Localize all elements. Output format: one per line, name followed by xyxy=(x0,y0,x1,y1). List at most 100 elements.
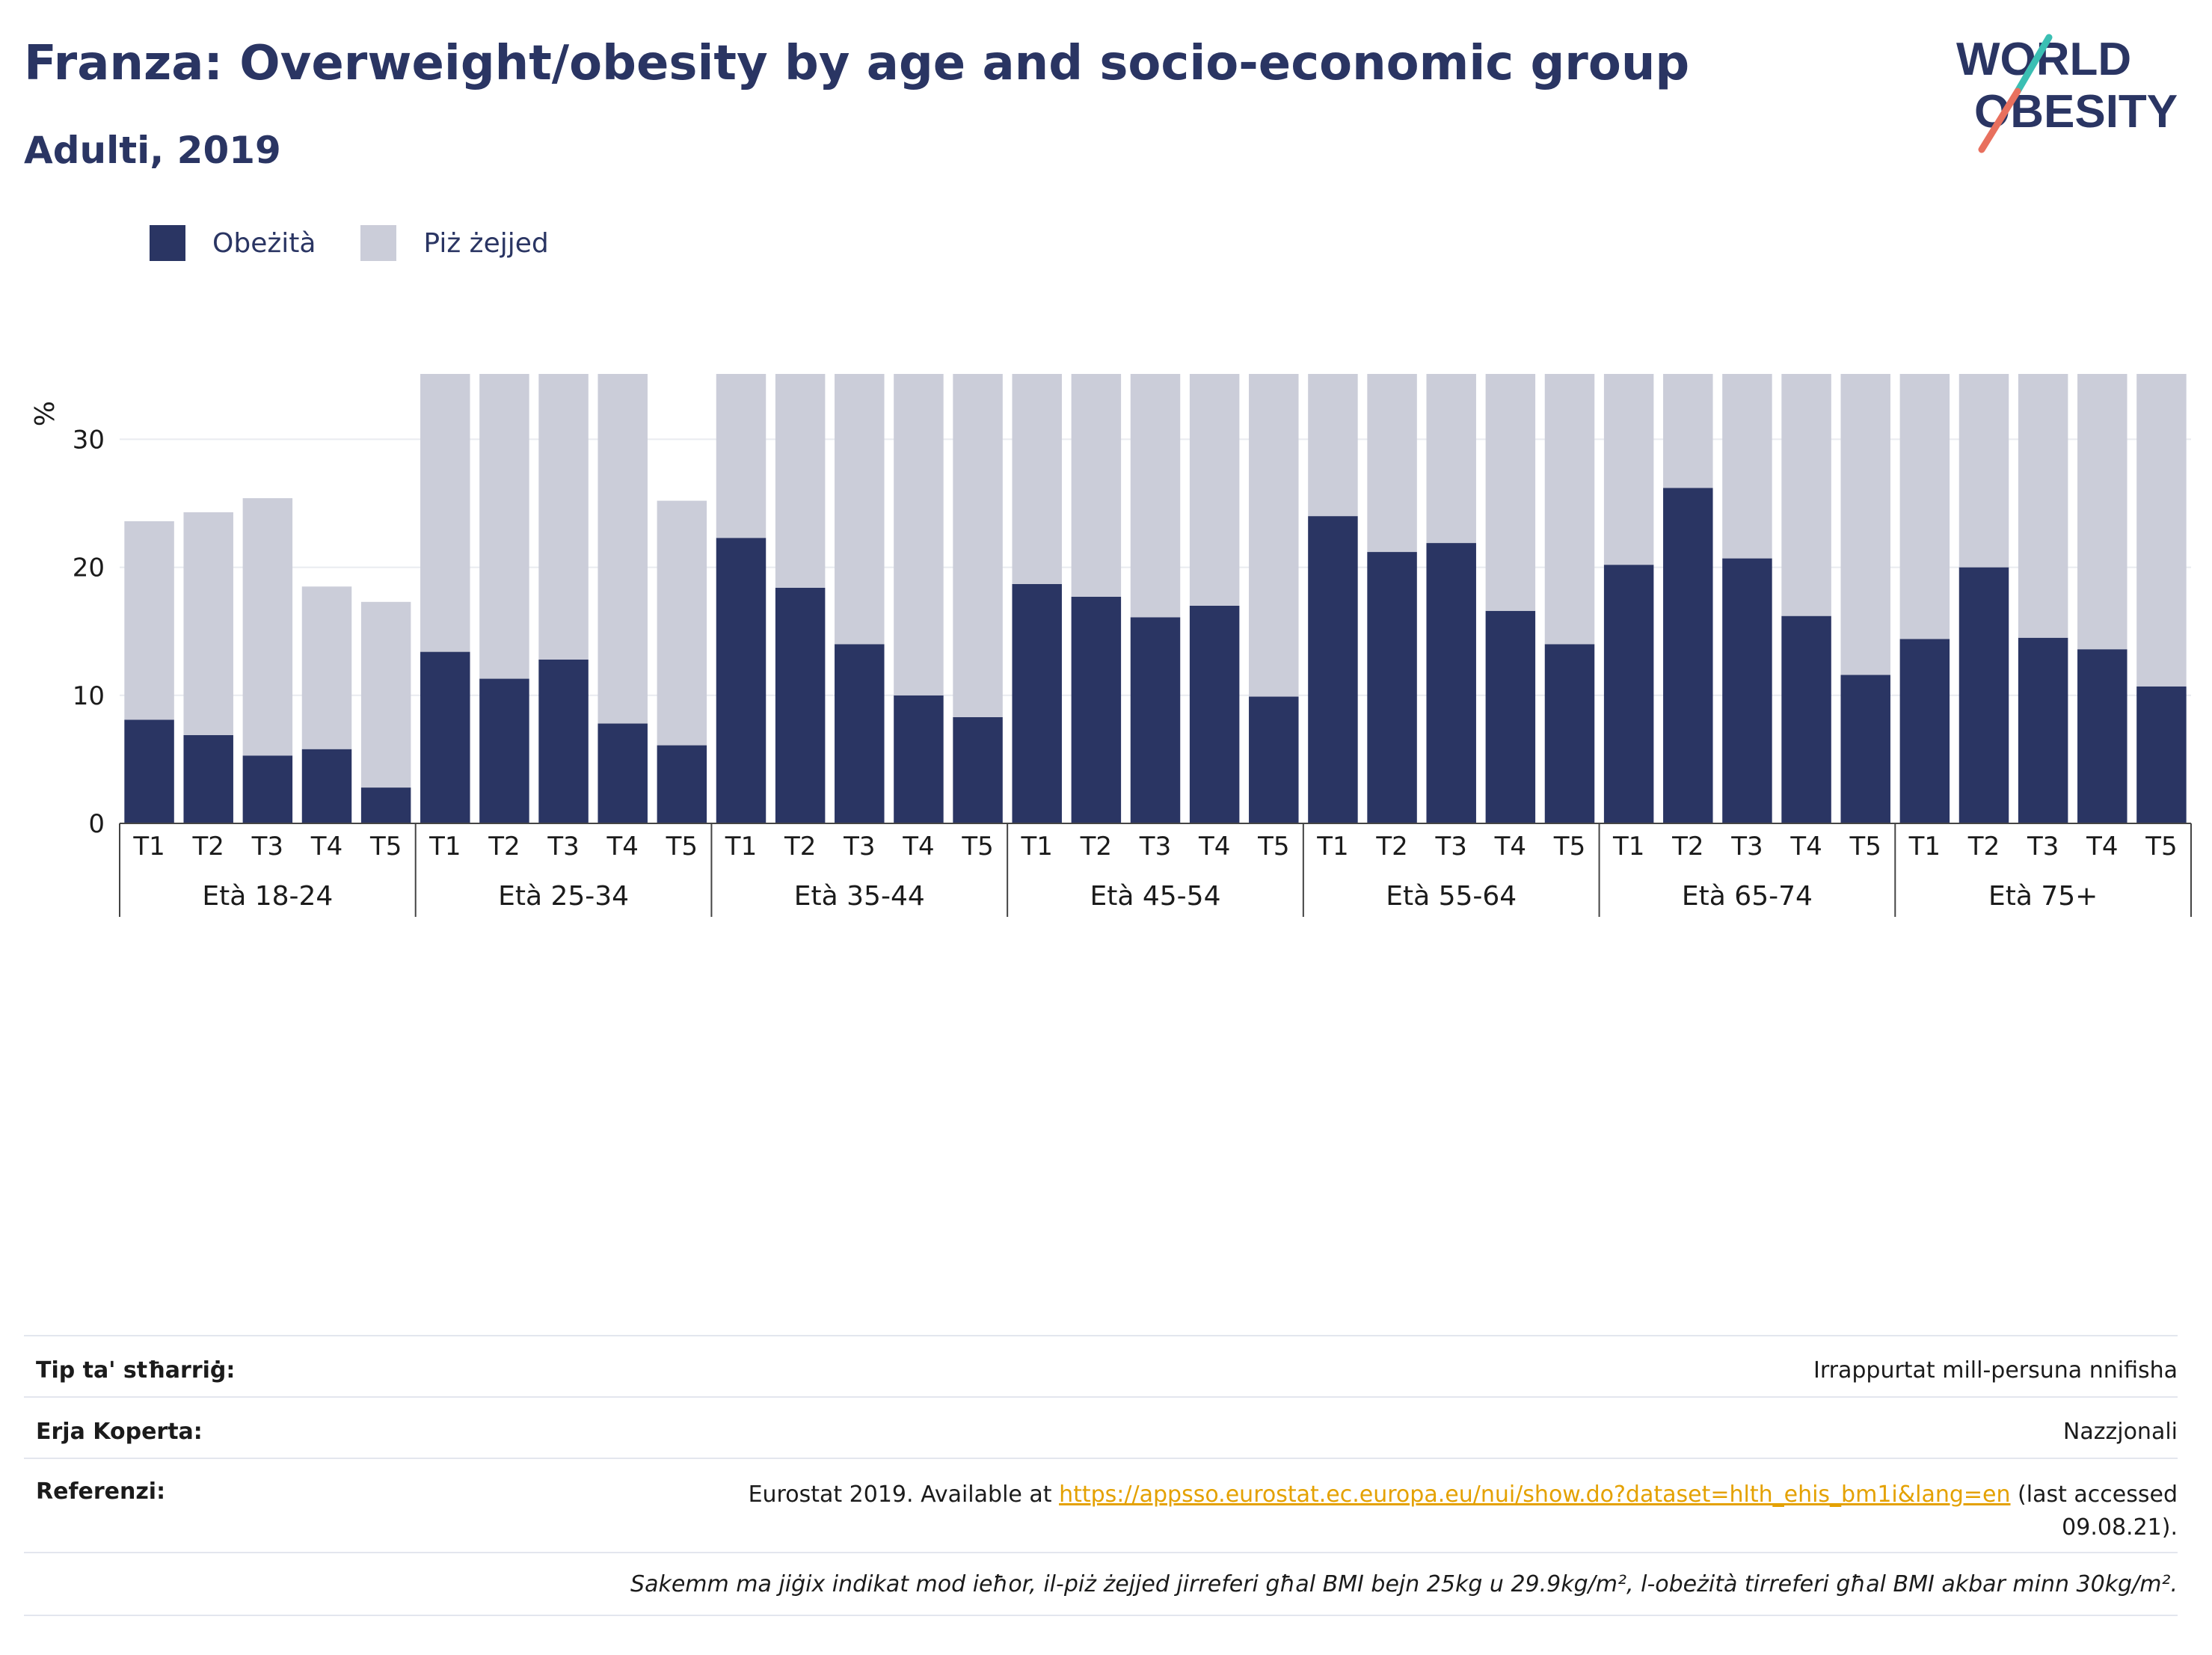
x-tick-label: T3 xyxy=(547,832,579,862)
bar-overweight xyxy=(183,512,233,735)
bar-overweight xyxy=(1249,374,1299,697)
bar-obesity xyxy=(894,695,944,823)
reference-suffix: (last accessed xyxy=(2010,1481,2178,1508)
legend-label-obesity: Obeżità xyxy=(212,227,316,259)
bar-overweight xyxy=(2018,374,2068,638)
bar-obesity xyxy=(1249,696,1299,823)
area-value: Nazzjonali xyxy=(2062,1419,2178,1445)
bar-obesity xyxy=(2136,686,2187,823)
bar-obesity xyxy=(1189,605,1240,823)
bar-obesity xyxy=(1308,516,1358,823)
x-tick-label: T5 xyxy=(961,832,993,862)
bar-overweight xyxy=(894,374,944,696)
bar-overweight xyxy=(1722,374,1772,559)
bar-obesity xyxy=(183,734,233,823)
group-label: Età 18-24 xyxy=(202,881,333,912)
survey-type-value: Irrappurtat mill-persuna nnifisha xyxy=(1813,1357,2178,1384)
bar-overweight xyxy=(1485,374,1536,611)
chart-subtitle: Adulti, 2019 xyxy=(24,129,281,172)
bar-overweight xyxy=(1958,374,2009,568)
bar-overweight xyxy=(835,374,885,645)
reference-value: Eurostat 2019. Available at https://apps… xyxy=(749,1479,2178,1544)
x-tick-label: T2 xyxy=(1671,832,1703,862)
bar-obesity xyxy=(2077,649,2127,823)
reference-link[interactable]: https://appsso.eurostat.ec.europa.eu/nui… xyxy=(1059,1481,2011,1508)
x-tick-label: T2 xyxy=(1080,832,1112,862)
x-tick-label: T4 xyxy=(310,832,342,862)
bar-overweight xyxy=(538,374,589,660)
x-tick-label: T3 xyxy=(1730,832,1763,862)
bar-obesity xyxy=(775,587,826,823)
group-label: Età 25-34 xyxy=(498,881,629,912)
bar-obesity xyxy=(597,723,648,823)
bar-overweight xyxy=(360,601,411,788)
reference-prefix: Eurostat 2019. Available at xyxy=(748,1481,1060,1508)
group-label: Età 65-74 xyxy=(1682,881,1813,912)
bar-overweight xyxy=(479,374,529,679)
bar-obesity xyxy=(1722,558,1772,823)
bar-overweight xyxy=(124,521,174,720)
x-tick-label: T4 xyxy=(902,832,934,862)
group-label: Età 55-64 xyxy=(1386,881,1517,912)
bar-overweight xyxy=(2077,374,2127,650)
bar-obesity xyxy=(2018,637,2068,823)
bar-obesity xyxy=(716,538,766,823)
chart-title: Franza: Overweight/obesity by age and so… xyxy=(24,36,1690,91)
bar-overweight xyxy=(1840,374,1890,675)
bar-overweight xyxy=(1899,374,1950,639)
bar-overweight xyxy=(716,374,766,538)
bar-obesity xyxy=(1840,675,1890,823)
group-label: Età 75+ xyxy=(1988,881,2098,912)
info-table: Tip ta' stħarriġ: Irrappurtat mill-persu… xyxy=(24,1335,2178,1619)
bar-obesity xyxy=(1899,639,1950,823)
x-tick-label: T1 xyxy=(1612,832,1644,862)
bar-obesity xyxy=(1012,583,1062,823)
bar-overweight xyxy=(1367,374,1417,553)
x-tick-label: T3 xyxy=(251,832,283,862)
bar-overweight xyxy=(242,498,293,756)
bar-overweight xyxy=(1189,374,1240,606)
bar-overweight xyxy=(420,374,470,652)
x-tick-label: T2 xyxy=(1967,832,2000,862)
bar-obesity xyxy=(1130,617,1181,823)
group-label: Età 45-54 xyxy=(1090,881,1221,912)
bar-obesity xyxy=(1071,596,1122,823)
legend-swatch-overweight xyxy=(360,225,397,261)
bar-overweight xyxy=(1012,374,1062,584)
bar-obesity xyxy=(953,716,1003,823)
x-tick-label: T3 xyxy=(1435,832,1467,862)
x-tick-label: T3 xyxy=(2027,832,2059,862)
reference-key: Referenzi: xyxy=(36,1479,166,1505)
bar-obesity xyxy=(301,749,352,823)
bar-obesity xyxy=(420,651,470,823)
bar-obesity xyxy=(360,787,411,823)
x-tick-label: T1 xyxy=(725,832,757,862)
y-tick-label: 20 xyxy=(73,553,105,583)
x-tick-label: T2 xyxy=(784,832,816,862)
info-row-area: Erja Koperta: Nazzjonali xyxy=(24,1396,2178,1459)
bar-obesity xyxy=(124,719,174,823)
bar-overweight xyxy=(2136,374,2187,687)
bar-obesity xyxy=(1663,488,1713,823)
bar-overweight xyxy=(1781,374,1831,616)
x-tick-label: T2 xyxy=(192,832,224,862)
info-row-note: Sakemm ma jiġix indikat mod ieħor, il-pi… xyxy=(24,1552,2178,1616)
bar-overweight xyxy=(1603,374,1654,565)
x-tick-label: T4 xyxy=(1494,832,1526,862)
bar-overweight xyxy=(1130,374,1181,618)
bar-obesity xyxy=(1603,565,1654,823)
bar-obesity xyxy=(538,659,589,823)
x-tick-label: T1 xyxy=(1316,832,1348,862)
x-tick-label: T3 xyxy=(843,832,875,862)
x-tick-label: T2 xyxy=(1375,832,1407,862)
bar-obesity xyxy=(479,678,529,823)
x-tick-label: T4 xyxy=(2086,832,2118,862)
bar-overweight xyxy=(1544,374,1595,645)
y-axis-label: % xyxy=(30,401,61,426)
x-tick-label: T5 xyxy=(1849,832,1881,862)
bar-obesity xyxy=(1544,644,1595,823)
bar-obesity xyxy=(242,755,293,823)
x-tick-label: T1 xyxy=(428,832,461,862)
info-row-survey-type: Tip ta' stħarriġ: Irrappurtat mill-persu… xyxy=(24,1335,2178,1398)
